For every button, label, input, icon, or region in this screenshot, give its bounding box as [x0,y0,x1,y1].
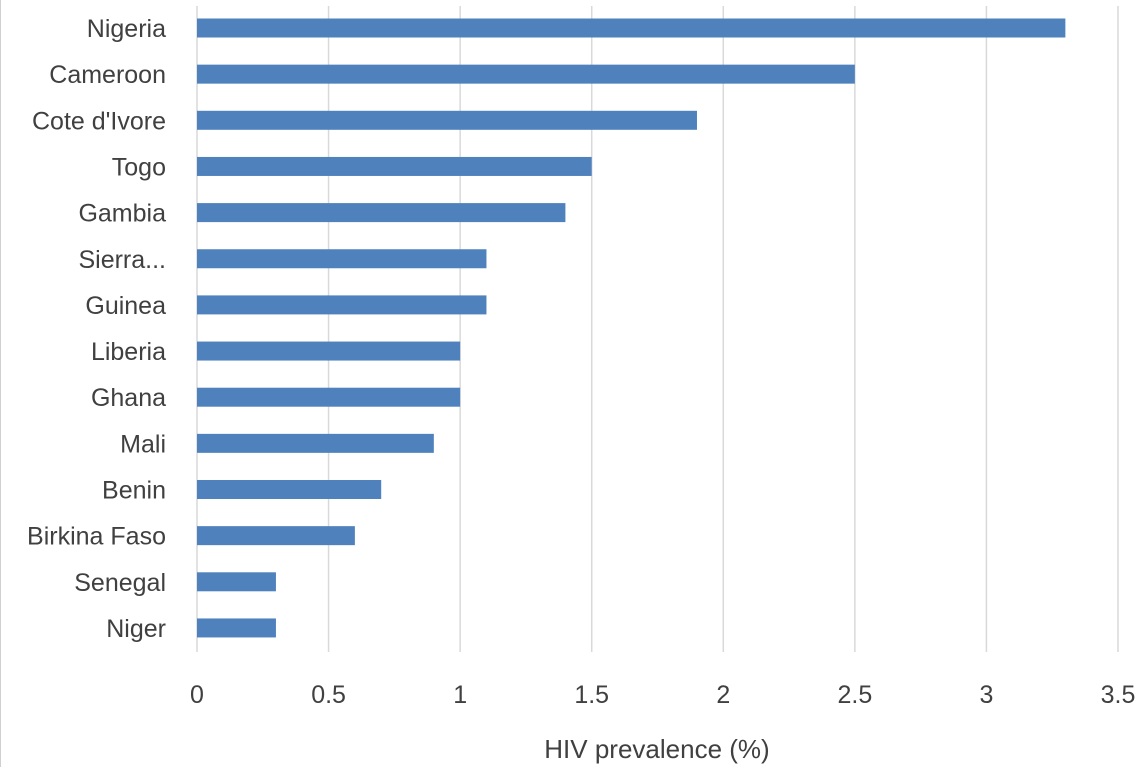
bar [197,480,382,499]
category-label: Niger [106,615,166,643]
bar [197,110,697,130]
bar [197,18,1066,38]
bar [197,618,276,638]
bar [197,64,855,84]
category-label: Benin [102,477,166,505]
x-tick-label: 2 [716,681,730,709]
x-tick-label: 0.5 [311,681,346,709]
category-label: Ghana [91,384,166,412]
x-axis-title: HIV prevalence (%) [544,734,769,764]
bar [197,526,355,546]
category-label: Mali [120,430,166,458]
category-label: Cote d'Ivore [32,107,166,135]
category-label: Liberia [91,338,166,366]
bar [197,295,487,315]
bar [197,156,592,176]
x-tick-label: 0 [190,681,204,709]
x-tick-label: 2.5 [837,681,872,709]
category-label: Sierra... [78,246,166,274]
category-label: Nigeria [87,15,166,43]
category-label: Gambia [78,200,166,228]
category-label: Guinea [85,292,166,320]
bar [197,249,487,269]
gridlines [196,6,1119,652]
x-tick-label: 1.5 [574,681,609,709]
tick-labels: 0 0.5 1 1.5 2 2.5 3 3.5 [190,681,1135,709]
category-label: Senegal [74,569,166,597]
bar [197,387,461,407]
bar [197,341,461,361]
bars [197,18,1066,638]
x-tick-label: 3.5 [1101,681,1136,709]
x-tick-label: 3 [979,681,993,709]
category-label: Birkina Faso [27,523,166,551]
bar [197,433,434,453]
category-label: Togo [112,153,166,181]
bar [197,572,276,592]
bar [197,203,566,223]
x-tick-label: 1 [453,681,467,709]
category-label: Cameroon [49,61,166,89]
category-labels: Nigeria Cameroon Cote d'Ivore Togo Gambia Sie… [27,15,166,643]
